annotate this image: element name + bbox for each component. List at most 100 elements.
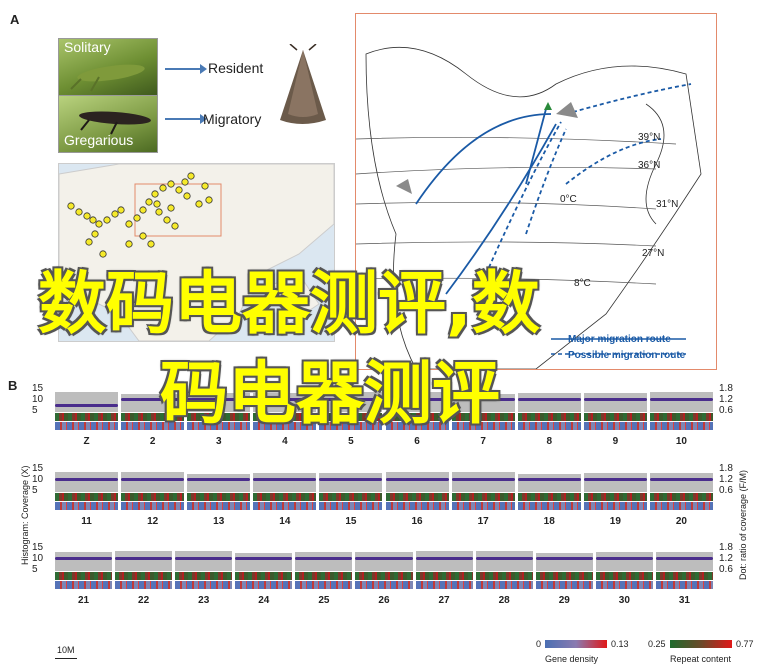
- chromosome-label: 14: [279, 516, 291, 527]
- gene-density-track: [535, 581, 593, 589]
- chromosome-label: 5: [348, 436, 354, 447]
- chromosome-label: 21: [77, 595, 90, 606]
- chromosome-label: 3: [215, 436, 222, 447]
- right-tick-label: 1.8: [719, 463, 733, 474]
- chromosome-track: [595, 545, 653, 591]
- gene-density-track: [385, 502, 449, 510]
- chromosome-label: 29: [558, 595, 570, 606]
- gene-density-track: [253, 422, 317, 430]
- gene-density-track: [235, 581, 293, 589]
- chromosome-label: 27: [438, 595, 450, 606]
- repeat-content-track: [583, 493, 647, 501]
- repeat-content-track: [415, 572, 473, 580]
- coverage-histogram: [319, 392, 383, 412]
- coverage-histogram: [535, 553, 593, 571]
- chromosome-label: 12: [147, 516, 159, 527]
- latitude-31-label: 31°N: [656, 199, 679, 210]
- gene-density-track: [175, 581, 233, 589]
- chromosome-track: [253, 386, 317, 432]
- chromosome-label: 7: [480, 436, 486, 447]
- repeat-content-track: [385, 413, 449, 421]
- resident-label: Resident: [208, 60, 264, 76]
- coverage-histogram: [583, 393, 647, 412]
- chromosome-label: 11: [81, 516, 92, 527]
- gene-density-track: [55, 581, 113, 589]
- legend-major-route: Major migration route: [568, 334, 671, 345]
- gene-density-track: [187, 502, 251, 510]
- coverage-histogram: [517, 474, 581, 492]
- chromosome-label: 18: [543, 516, 555, 527]
- chromosome-label: 13: [213, 516, 225, 527]
- coverage-histogram: [55, 472, 119, 492]
- repeat-content-track: [385, 493, 449, 501]
- right-tick-label: 1.2: [719, 553, 733, 564]
- gene-density-track: [319, 422, 383, 430]
- repeat-content-track: [121, 413, 185, 421]
- coverage-histogram: [55, 552, 113, 571]
- migratory-label: Migratory: [203, 111, 262, 127]
- gene-density-track: [385, 422, 449, 430]
- chromosome-track: [121, 466, 185, 512]
- chromosome-track: [517, 386, 581, 432]
- gene-density-track: [655, 581, 713, 589]
- repeat-content-track: [55, 572, 113, 580]
- repeat-content-track: [319, 413, 383, 421]
- sample-dot: [195, 200, 203, 208]
- coverage-ratio-dots: [451, 478, 515, 481]
- sample-dot: [139, 232, 147, 240]
- repeat-content-track: [475, 572, 533, 580]
- repeat-content-track: [115, 572, 173, 580]
- chromosome-label: 30: [618, 595, 630, 606]
- coverage-ratio-dots: [385, 398, 449, 401]
- sample-dot: [139, 206, 147, 214]
- scale-bar-line: [55, 658, 77, 659]
- coverage-ratio-dots: [55, 478, 119, 481]
- sample-dot: [167, 180, 175, 188]
- gene-density-track: [451, 422, 515, 430]
- coverage-histogram: [187, 474, 251, 492]
- sample-dot: [145, 198, 153, 206]
- coverage-histogram: [649, 473, 713, 492]
- coverage-ratio-dots: [535, 557, 593, 560]
- chromosome-track: [235, 545, 293, 591]
- gene-density-track: [121, 502, 185, 510]
- chromosome-track: [121, 386, 185, 432]
- gene-density-track: [355, 581, 413, 589]
- chromosome-track: [451, 386, 515, 432]
- chromosome-track: [535, 545, 593, 591]
- isotherm-0c-label: 0°C: [560, 194, 577, 205]
- repeat-content-track: [253, 413, 317, 421]
- sample-dot: [89, 216, 97, 224]
- chromosome-track: [187, 466, 251, 512]
- solitary-label: Solitary: [64, 39, 111, 55]
- right-tick-label: 1.2: [719, 474, 733, 485]
- repeat-content-track: [235, 572, 293, 580]
- coverage-ratio-dots: [295, 557, 353, 560]
- left-tick-label: 15: [32, 383, 44, 394]
- chromosome-label: 9: [612, 436, 619, 447]
- gene-density-track: [451, 502, 515, 510]
- repeat-content-min: 0.25: [648, 639, 666, 649]
- world-map-graphic: [59, 164, 334, 341]
- gene-density-track: [295, 581, 353, 589]
- sample-dot: [167, 204, 175, 212]
- latitude-39-label: 39°N: [638, 132, 661, 143]
- sample-dot: [125, 220, 133, 228]
- coverage-ratio-dots: [415, 557, 473, 560]
- coverage-histogram: [295, 552, 353, 571]
- sample-dot: [83, 212, 91, 220]
- sample-dot: [187, 172, 195, 180]
- locust-illustration: [70, 64, 145, 92]
- left-tick-label: 5: [32, 564, 38, 575]
- coverage-ratio-dots: [187, 398, 251, 401]
- coverage-ratio-dots: [451, 398, 515, 401]
- chromosome-track: [451, 466, 515, 512]
- repeat-content-track: [451, 413, 515, 421]
- gene-density-track: [187, 422, 251, 430]
- coverage-histogram: [583, 473, 647, 492]
- chromosome-label: 4: [282, 436, 288, 447]
- solitary-locust-photo: Solitary: [58, 38, 158, 96]
- gene-density-label: Gene density: [545, 654, 599, 664]
- coverage-ratio-dots: [253, 478, 317, 481]
- left-axis-title: Histogram: Coverage (X): [20, 465, 30, 565]
